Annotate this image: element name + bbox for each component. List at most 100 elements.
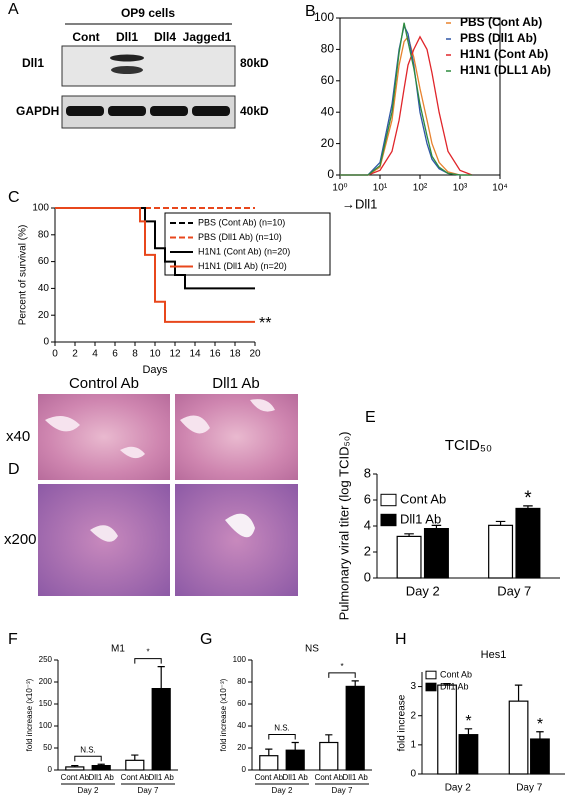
bar [508, 700, 529, 775]
error-bar [431, 524, 442, 529]
y-tick-label: 2 [364, 543, 371, 558]
series-line [340, 35, 472, 176]
band [66, 106, 104, 116]
x-tick-label: 16 [209, 349, 221, 360]
chart: 0 20 40 60 80 100 10⁰ 10¹ 10² 10³ 10⁴ →Dll1 PBS (Con… [314, 10, 551, 211]
panel-label: H [395, 631, 407, 648]
bar [319, 741, 339, 771]
error-bar [495, 520, 506, 526]
y-tick-label: 0 [43, 337, 49, 348]
row-label: x200 [4, 531, 37, 548]
chart: 0 20 40 60 80 100 fold increase (x10⁻³) NS Cont … [219, 644, 372, 795]
band [111, 66, 143, 74]
error-bar [265, 748, 273, 756]
legend-label: Dll1 Ab [440, 681, 469, 691]
legend-label: Cont Ab [440, 669, 472, 679]
x-axis-label: Days [142, 364, 168, 376]
significance: N.S. [80, 745, 96, 754]
row-label: Dll1 [22, 56, 44, 70]
survival-curve [55, 207, 255, 290]
y-tick-label: 50 [43, 743, 52, 752]
chart: 0 50 100 150 200 250 fold increase (x10⁻³) M1 Co… [25, 644, 178, 795]
chart-title: TCID₅₀ [445, 437, 492, 454]
y-tick-label: 60 [237, 699, 246, 708]
micrograph [38, 394, 170, 480]
legend-label: H1N1 (Dll1 Ab) (n=20) [198, 261, 287, 271]
bar [488, 524, 514, 579]
legend-swatch [380, 493, 397, 507]
legend-swatch [425, 682, 437, 692]
bar [125, 759, 145, 771]
y-tick-label: 100 [233, 655, 247, 664]
row-label: GAPDH [16, 104, 59, 118]
series-line [340, 23, 472, 176]
legend-label: PBS (Dll1 Ab) (n=10) [198, 232, 282, 242]
y-tick-label: 2 [410, 710, 416, 721]
y-tick-label: 0 [48, 765, 53, 774]
legend-label: H1N1 (DLL1 Ab) [460, 63, 551, 77]
lane-label: Dll1 [116, 30, 138, 44]
y-tick-label: 80 [38, 229, 50, 240]
y-tick-label: 0 [410, 769, 416, 780]
x-tick-label: Day 7 [516, 783, 543, 794]
airway [225, 513, 255, 538]
panel-labels: A B C D E F G H [8, 1, 407, 648]
x-tick-label: Day 2 [406, 583, 440, 598]
y-tick-label: 20 [321, 136, 335, 150]
bar [345, 685, 365, 771]
x-tick-label: 18 [229, 349, 241, 360]
x-tick-label: Cont Ab [61, 773, 90, 782]
error-bar [514, 684, 523, 702]
error-bar [325, 734, 333, 743]
western-blot: OP9 cells Cont Dll1 Dll4 Jagged1 Dll1 80… [16, 6, 269, 129]
group-label: Day 7 [138, 786, 159, 795]
y-axis-label: fold increase (x10⁻³) [25, 678, 34, 751]
bar [285, 749, 305, 771]
y-tick-label: 40 [321, 104, 335, 118]
x-tick-label: Cont Ab [121, 773, 150, 782]
y-tick-label: 60 [321, 73, 335, 87]
legend-label: PBS (Cont Ab) [460, 15, 542, 29]
size-label: 40kD [240, 104, 269, 118]
significance: * [146, 648, 149, 657]
bar [65, 766, 85, 771]
x-tick-label: 12 [169, 349, 181, 360]
significance: * [537, 716, 543, 733]
panel-label: G [200, 631, 212, 648]
bar [437, 684, 457, 775]
y-tick-label: 40 [38, 283, 50, 294]
y-tick-label: 20 [38, 310, 50, 321]
airway [180, 399, 275, 434]
y-tick-label: 4 [364, 517, 371, 532]
panel-label: F [8, 631, 18, 648]
y-tick-label: 100 [314, 10, 334, 24]
x-tick-label: Dll1 Ab [343, 773, 369, 782]
x-tick-label: 0 [52, 349, 58, 360]
x-tick-label: Dll1 Ab [149, 773, 175, 782]
y-tick-label: 40 [237, 721, 246, 730]
y-tick-label: 100 [39, 721, 53, 730]
micrograph [175, 484, 298, 596]
x-tick-label: Day 7 [497, 583, 531, 598]
y-axis-label: Percent of survival (%) [18, 225, 29, 326]
x-tick-label: 10³ [453, 183, 468, 194]
airway [90, 525, 118, 542]
panel-label: B [305, 3, 316, 20]
x-tick-label: 10⁰ [332, 183, 347, 194]
bracket [328, 672, 356, 678]
legend-label: PBS (Dll1 Ab) [460, 31, 537, 45]
lane-label: Jagged1 [183, 30, 232, 44]
significance: * [340, 662, 343, 671]
x-tick-label: 10² [413, 183, 428, 194]
x-tick-label: 6 [112, 349, 118, 360]
error-bar [351, 680, 359, 687]
legend-label: Cont Ab [400, 491, 446, 506]
survival-curve [55, 207, 255, 323]
legend-label: PBS (Cont Ab) (n=10) [198, 217, 285, 227]
significance: ** [259, 315, 271, 332]
blot-membrane [61, 45, 236, 87]
legend-swatch [425, 670, 437, 680]
y-tick-label: 60 [38, 256, 50, 267]
